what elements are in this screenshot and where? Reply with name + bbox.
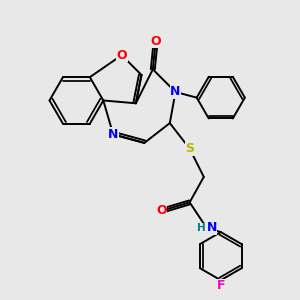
Text: N: N: [108, 128, 119, 141]
Text: O: O: [150, 34, 161, 47]
Text: N: N: [206, 221, 217, 234]
Text: O: O: [156, 204, 166, 218]
Text: H: H: [197, 223, 206, 233]
Text: S: S: [185, 142, 194, 155]
Text: F: F: [217, 279, 225, 292]
Text: N: N: [170, 85, 181, 98]
Text: O: O: [116, 49, 127, 62]
